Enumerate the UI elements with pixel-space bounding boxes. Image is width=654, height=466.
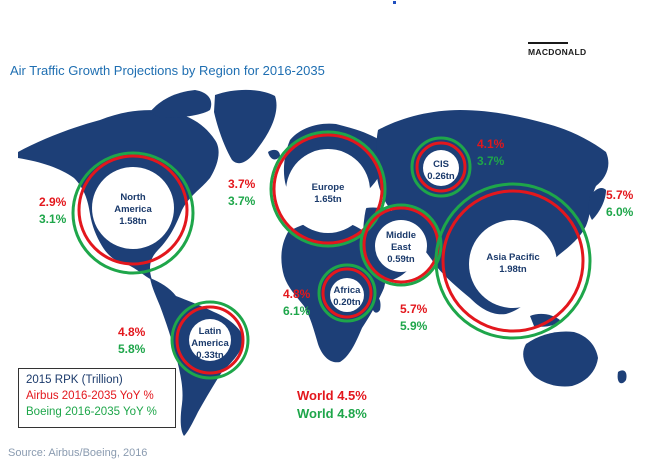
legend-boeing: Boeing 2016-2035 YoY % [26, 406, 157, 419]
region-label-europe: Europe 1.65tn [311, 182, 345, 205]
region-label-asia-pacific: Asia Pacific 1.98tn [486, 252, 540, 275]
iceland-shape [268, 149, 280, 160]
pct-europe: 3.7% 3.7% [228, 177, 256, 209]
region-label-north-america: North America 1.58tn [114, 192, 152, 227]
pct-cis: 4.1% 3.7% [477, 137, 505, 169]
region-label-cis: CIS 0.26tn [427, 159, 455, 182]
africa-bubble [330, 278, 364, 312]
region-label-africa: Africa 0.20tn [333, 285, 361, 308]
europe-airbus-ring [272, 133, 384, 245]
legend-box: 2015 RPK (Trillion) Airbus 2016-2035 YoY… [18, 368, 176, 428]
cis-boeing-ring [410, 136, 472, 198]
brand-logo: MACDONALD [528, 42, 586, 57]
europe-bubble [286, 149, 370, 233]
pct-latin-america: 4.8% 5.8% [118, 325, 146, 357]
africa-boeing-ring [317, 263, 377, 323]
source-note: Source: Airbus/Boeing, 2016 [8, 447, 148, 459]
region-circles [71, 130, 592, 380]
cis-bubble [423, 150, 459, 186]
north-america-bubble [92, 167, 174, 249]
pct-asia-pacific: 5.7% 6.0% [606, 188, 634, 220]
australia-shape [523, 331, 598, 387]
north-america-boeing-ring [71, 151, 195, 275]
pct-middle-east: 5.7% 5.9% [400, 302, 428, 334]
pct-africa: 4.8% 6.1% [283, 287, 311, 319]
europe-boeing-ring [269, 130, 387, 248]
legend-rpk: 2015 RPK (Trillion) [26, 374, 123, 386]
greenland-shape [214, 89, 277, 164]
latin-america-bubble [189, 319, 231, 361]
region-label-latin-america: Latin America 0.33tn [191, 326, 229, 361]
chart-title: Air Traffic Growth Projections by Region… [10, 63, 325, 78]
canada-arctic-shape [150, 90, 212, 118]
japan-shape [588, 188, 606, 220]
south-america-shape [150, 278, 244, 436]
legend-airbus: Airbus 2016-2035 YoY % [26, 390, 154, 403]
region-label-middle-east: Middle East 0.59tn [385, 230, 417, 265]
latin-america-boeing-ring [170, 300, 250, 380]
world-totals: World 4.5% World 4.8% [297, 388, 367, 421]
africa-airbus-ring [321, 267, 373, 319]
latin-america-airbus-ring [175, 305, 245, 375]
pct-north-america: 2.9% 3.1% [39, 195, 67, 227]
middle-east-boeing-ring [359, 203, 443, 287]
north-america-airbus-ring [77, 154, 189, 266]
asia-pacific-boeing-ring [434, 182, 592, 340]
middle-east-bubble [375, 220, 427, 272]
asia-pacific-airbus-ring [441, 189, 585, 333]
blue-dot-mark [393, 1, 396, 4]
asia-pacific-bubble [469, 220, 557, 308]
cis-airbus-ring [415, 141, 467, 193]
new-zealand-shape [617, 370, 627, 384]
